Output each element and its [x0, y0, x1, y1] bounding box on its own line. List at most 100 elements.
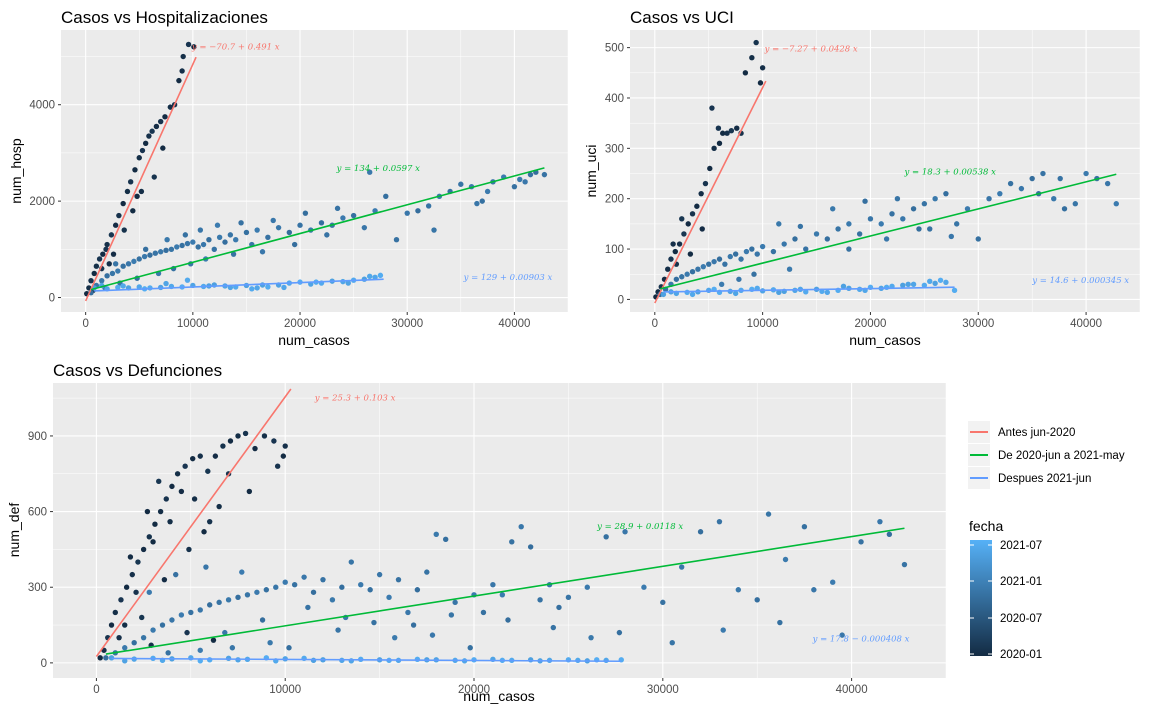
data-point	[206, 657, 213, 663]
data-point	[685, 221, 691, 227]
data-point	[716, 256, 723, 262]
data-point	[127, 179, 134, 185]
data-point	[211, 246, 217, 253]
data-point	[921, 201, 928, 207]
data-point	[191, 496, 198, 502]
data-point	[986, 195, 992, 202]
data-point	[921, 282, 928, 289]
data-point	[830, 206, 836, 212]
data-point	[954, 221, 960, 227]
data-point	[318, 220, 325, 226]
data-point	[728, 128, 735, 134]
data-point	[765, 511, 772, 517]
data-point	[405, 609, 411, 616]
data-point	[862, 198, 868, 204]
y-tick-label: 4000	[29, 100, 55, 112]
fit-equation: y = 17.8 − 0.000408 x	[812, 634, 910, 644]
data-point	[803, 246, 809, 252]
legend-item-de: De 2020-jun a 2021-may	[968, 444, 1125, 466]
fit-lines-layer: y = −70.7 + 0.491 x y = 134 + 0.0597 x y =…	[84, 42, 553, 302]
chart-title: Casos vs Hospitalizaciones	[61, 8, 268, 27]
data-point	[565, 594, 572, 601]
data-point	[164, 236, 170, 243]
data-point	[131, 258, 137, 265]
data-point	[206, 602, 213, 608]
y-axis-title: num_uci	[583, 145, 599, 198]
y-tick-label: 0	[41, 658, 47, 670]
tick-labels: 0 10000 20000 30000 40000 0 100 200 300 400 500	[605, 43, 1102, 330]
grid	[61, 30, 569, 312]
data-point	[759, 243, 766, 250]
data-point	[782, 556, 789, 563]
data-point	[499, 592, 506, 598]
data-point	[138, 188, 145, 195]
panel-casos-vs-hospitalizaciones: Casos vs Hospitalizaciones y = −70.7 + 0…	[8, 8, 569, 348]
data-point	[684, 271, 690, 277]
data-point	[429, 632, 436, 638]
data-point	[724, 130, 730, 136]
data-point	[110, 251, 117, 257]
data-point	[689, 211, 696, 217]
data-point	[858, 539, 864, 545]
data-point	[474, 200, 480, 207]
data-point	[195, 244, 201, 250]
fit-line	[84, 56, 197, 302]
data-point	[395, 576, 402, 583]
data-point	[115, 284, 121, 291]
colorbar-label: 2020-07	[1000, 613, 1042, 625]
data-point	[301, 574, 307, 580]
data-point	[901, 561, 908, 568]
data-point	[527, 544, 534, 550]
data-point	[146, 133, 152, 139]
data-point	[777, 619, 783, 626]
data-point	[641, 584, 647, 590]
data-point	[157, 118, 164, 125]
data-point	[115, 268, 121, 274]
data-point	[201, 529, 207, 535]
data-point	[894, 195, 901, 202]
data-point	[715, 125, 722, 131]
legend-label: De 2020-jun a 2021-may	[998, 450, 1125, 462]
data-point	[943, 279, 949, 285]
data-point	[169, 483, 175, 490]
data-point	[702, 180, 709, 187]
fit-equation: y = 25.3 + 0.103 x	[314, 394, 396, 404]
data-point	[835, 226, 841, 232]
data-point	[291, 241, 298, 248]
fit-equation: y = 129 + 0.00903 x	[463, 273, 553, 283]
data-point	[770, 248, 777, 255]
x-tick-label: 10000	[269, 684, 301, 696]
data-point	[163, 247, 169, 253]
data-point	[372, 208, 378, 214]
data-point	[146, 589, 152, 595]
data-point	[797, 223, 804, 230]
data-point	[883, 236, 890, 242]
data-point	[132, 167, 138, 173]
data-point	[176, 77, 182, 84]
data-point	[404, 210, 410, 216]
data-point	[527, 657, 534, 663]
data-point	[271, 438, 277, 444]
data-point	[281, 284, 287, 291]
data-point	[329, 597, 336, 603]
x-tick-label: 40000	[498, 318, 530, 330]
data-point	[358, 582, 364, 588]
data-point	[706, 261, 712, 267]
colorbar-title: fecha	[969, 518, 1003, 534]
legend-label: Despues 2021-jun	[998, 473, 1091, 485]
data-point	[718, 281, 725, 288]
data-point	[735, 587, 742, 593]
data-point	[197, 227, 204, 233]
data-point	[267, 640, 273, 646]
data-point	[152, 250, 159, 256]
data-point	[249, 286, 255, 292]
data-point	[235, 594, 241, 601]
data-point	[173, 571, 179, 578]
data-point	[537, 597, 543, 603]
data-point	[1083, 170, 1089, 177]
colorbar	[970, 540, 992, 656]
data-point	[1057, 175, 1063, 182]
y-tick-label: 500	[605, 43, 624, 55]
data-point	[467, 645, 473, 651]
data-point	[191, 44, 197, 50]
